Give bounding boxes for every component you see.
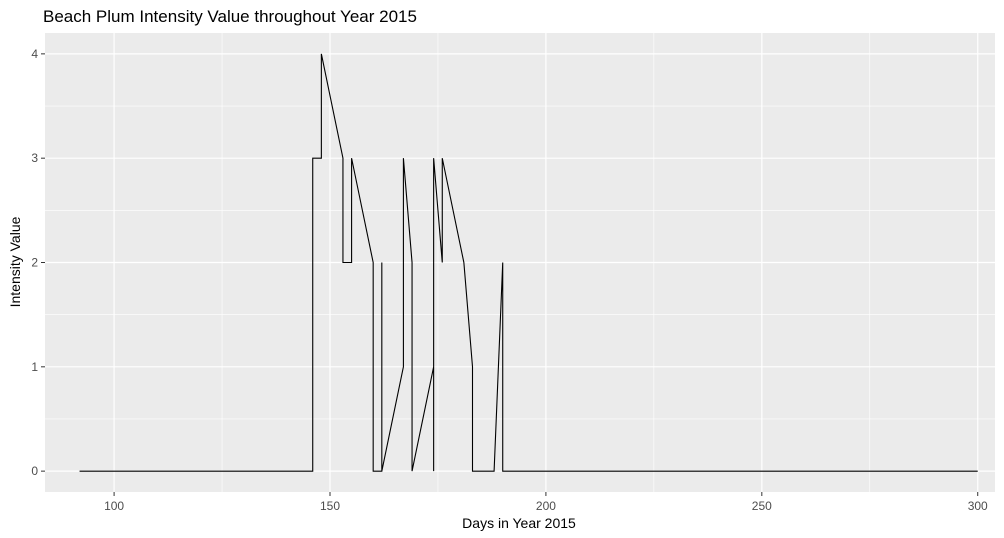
chart-title: Beach Plum Intensity Value throughout Ye…	[43, 7, 417, 26]
y-axis: 0 1 2 3 4	[31, 47, 45, 478]
y-tick-label: 2	[31, 256, 38, 270]
y-tick-label: 4	[31, 47, 38, 61]
series-line	[79, 53, 978, 472]
x-axis: 100 150 200 250 300	[104, 492, 988, 513]
x-tick-label: 100	[104, 499, 124, 513]
x-tick-label: 200	[536, 499, 556, 513]
x-tick-label: 250	[752, 499, 772, 513]
y-tick-label: 0	[31, 464, 38, 478]
x-axis-title: Days in Year 2015	[462, 515, 576, 531]
x-tick-label: 150	[320, 499, 340, 513]
y-axis-title: Intensity Value	[7, 216, 23, 307]
data-layer	[79, 53, 978, 472]
y-tick-label: 3	[31, 151, 38, 165]
y-tick-label: 1	[31, 360, 38, 374]
x-tick-label: 300	[968, 499, 988, 513]
